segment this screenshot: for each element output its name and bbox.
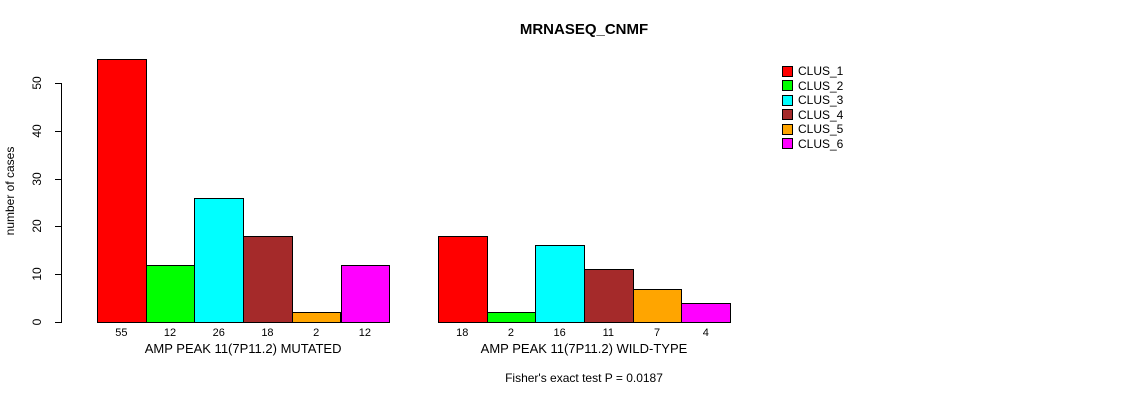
legend-item: CLUS_5	[782, 122, 843, 137]
y-tick-label: 10	[30, 267, 44, 281]
y-tick-label: 0	[30, 318, 44, 326]
bar	[145, 264, 196, 323]
legend-swatch	[782, 123, 793, 135]
bar-value-label: 26	[212, 327, 225, 339]
y-tick-label: 30	[30, 171, 44, 186]
bar-value-label: 2	[507, 327, 514, 339]
legend-swatch	[782, 80, 793, 92]
legend-item: CLUS_1	[782, 64, 843, 79]
bar	[291, 312, 342, 323]
bar-value-label: 2	[313, 327, 320, 339]
legend-item: CLUS_6	[782, 137, 843, 152]
y-tick	[55, 322, 62, 323]
bar	[584, 269, 634, 323]
bar-value-label: 4	[702, 327, 709, 339]
legend-label: CLUS_2	[798, 78, 844, 93]
legend-item: CLUS_2	[782, 79, 843, 94]
legend-swatch	[782, 109, 793, 121]
x-axis-group-label: AMP PEAK 11(7P11.2) WILD-TYPE	[480, 341, 688, 356]
bar-value-label: 12	[163, 327, 177, 339]
bar-value-label: 18	[261, 327, 274, 339]
legend-item: CLUS_3	[782, 93, 843, 108]
legend-label: CLUS_1	[798, 64, 844, 79]
bar	[486, 312, 537, 323]
bar	[632, 288, 683, 323]
caption: Fisher's exact test P = 0.0187	[505, 371, 663, 385]
y-tick	[55, 226, 62, 228]
y-tick-label: 50	[30, 76, 44, 90]
bar	[535, 245, 585, 323]
legend-swatch	[782, 65, 793, 77]
legend-swatch	[782, 138, 793, 150]
legend-swatch	[782, 94, 793, 106]
bar-value-label: 12	[358, 327, 371, 339]
bar	[243, 235, 293, 323]
bar	[681, 302, 732, 323]
legend-label: CLUS_4	[798, 107, 844, 122]
y-axis-line	[61, 82, 62, 323]
y-tick-label: 20	[30, 219, 44, 234]
legend-label: CLUS_3	[798, 93, 844, 108]
bar-value-label: 18	[456, 327, 469, 339]
y-tick	[55, 82, 62, 84]
y-tick-label: 40	[30, 124, 44, 138]
y-tick	[55, 274, 62, 276]
legend-label: CLUS_5	[798, 122, 844, 137]
legend: CLUS_1 CLUS_2 CLUS_3 CLUS_4 CLUS_5 CLUS_6	[782, 64, 843, 151]
y-axis-label: number of cases	[3, 146, 17, 236]
y-tick	[55, 130, 62, 132]
chart-title: MRNASEQ_CNMF	[519, 21, 649, 38]
legend-label: CLUS_6	[798, 136, 844, 151]
bar-value-label: 7	[653, 327, 661, 339]
x-axis-group-label: AMP PEAK 11(7P11.2) MUTATED	[144, 341, 342, 356]
bar	[97, 58, 147, 323]
y-tick	[55, 178, 62, 180]
bar-value-label: 11	[602, 327, 615, 339]
bar	[437, 235, 488, 323]
legend-item: CLUS_4	[782, 108, 843, 123]
bar-value-label: 55	[115, 327, 128, 339]
bar	[194, 197, 245, 323]
bar	[340, 264, 391, 323]
bar-value-label: 16	[553, 327, 566, 339]
